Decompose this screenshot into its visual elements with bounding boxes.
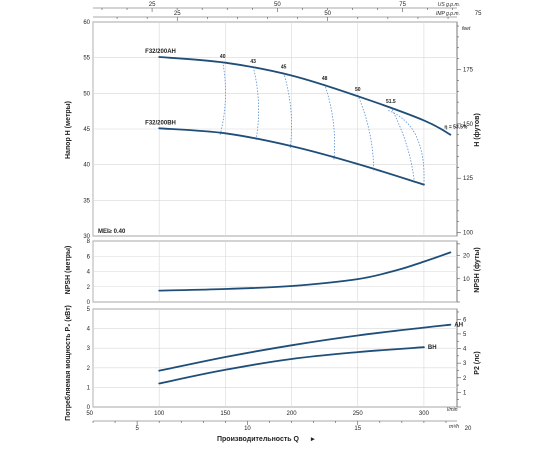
power-series-ah <box>158 323 452 372</box>
head-ytick-label: 55 <box>83 56 90 62</box>
us-gpm-unit: US g.p.m. <box>438 2 460 8</box>
m3h-tick-label: 15 <box>354 426 361 432</box>
efficiency-line <box>252 66 259 142</box>
power-ytick-label: 4 <box>87 327 91 333</box>
head-ytick-label: 35 <box>83 198 90 204</box>
x-tick-label: 150 <box>220 411 231 417</box>
head-ytick-label: 40 <box>83 163 90 169</box>
lmin-unit: l/min <box>447 407 458 413</box>
head-ytick-label: 60 <box>83 20 90 26</box>
feet-tick-label: 150 <box>463 122 474 128</box>
npsh-series-npsh <box>158 251 452 292</box>
npsh-feet-tick-label: 20 <box>463 254 470 260</box>
head-ylabel-right: H (футов) <box>474 113 481 147</box>
hp-tick-label: 5 <box>463 332 467 338</box>
m3h-tick-label: 20 <box>465 426 472 432</box>
x-tick-label: 200 <box>287 411 298 417</box>
efficiency-line <box>390 106 415 184</box>
power-ytick-label: 1 <box>87 385 91 391</box>
us-gpm-tick-label: 75 <box>399 2 406 8</box>
npsh-ytick-label: 8 <box>87 239 91 245</box>
npsh-ytick-label: 0 <box>87 300 91 306</box>
hp-tick-label: 1 <box>463 390 467 396</box>
power-ylabel-right: P2 (лс) <box>474 351 481 374</box>
efficiency-line <box>324 83 336 160</box>
efficiency-label: 51.5 <box>386 99 396 105</box>
hp-tick-label: 4 <box>463 347 467 353</box>
feet-unit: feet <box>462 26 471 32</box>
curve-series <box>158 56 452 385</box>
x-tick-label: 50 <box>86 411 93 417</box>
x-axis-arrow-icon: ▸ <box>310 436 315 443</box>
power-panel-frame <box>92 308 458 408</box>
npsh-ytick-label: 4 <box>87 270 91 276</box>
head-ytick-label: 45 <box>83 127 90 133</box>
imp-gpm-tick-label: 25 <box>174 11 181 17</box>
head-ytick-label: 30 <box>83 234 90 240</box>
hp-tick-label: 2 <box>463 376 467 382</box>
power-ytick-label: 5 <box>87 307 91 313</box>
efficiency-line-peak <box>388 110 425 185</box>
efficiency-label: 43 <box>250 59 256 65</box>
series-label-ah: F32/200AH <box>145 49 176 55</box>
npsh-ylabel: NPSH (метры) <box>65 246 72 295</box>
feet-tick-label: 175 <box>463 68 474 74</box>
npsh-feet-tick-label: 10 <box>463 277 470 283</box>
efficiency-label: 45 <box>281 65 287 71</box>
series-label-bh: F32/200BH <box>145 120 176 126</box>
hp-tick-label: 3 <box>463 361 467 367</box>
x-tick-label: 250 <box>353 411 364 417</box>
head-ytick-label: 50 <box>83 91 90 97</box>
x-tick-label: 100 <box>154 411 165 417</box>
head-ylabel: Напор H (метры) <box>65 101 72 159</box>
efficiency-label: 48 <box>322 76 328 82</box>
npsh-ytick-label: 6 <box>87 254 91 260</box>
imp-gpm-tick-label: 50 <box>324 11 331 17</box>
x-tick-label: 300 <box>419 411 430 417</box>
efficiency-lines <box>219 61 425 185</box>
head-series-f32-200ah <box>158 56 452 136</box>
imp-gpm-unit: IMP g.p.m. <box>436 11 460 17</box>
x-axis-title: Производительность Q <box>217 436 300 443</box>
efficiency-line <box>357 94 375 172</box>
power-ytick-label: 0 <box>87 405 91 411</box>
m3h-tick-label: 5 <box>135 426 139 432</box>
efficiency-label-peak: η = 53.5% <box>444 125 467 131</box>
power-ytick-label: 2 <box>87 366 91 372</box>
m3h-unit: m³/h <box>449 424 459 430</box>
power-series-label-bh: BH <box>428 345 437 351</box>
us-gpm-tick-label: 25 <box>149 2 156 8</box>
head-series-f32-200bh <box>158 127 425 186</box>
grid-lines <box>92 7 461 425</box>
power-ylabel: Потребляемая мощность P₂ (кВт) <box>64 305 72 421</box>
feet-tick-label: 125 <box>463 176 474 182</box>
m3h-tick-label: 10 <box>244 426 251 432</box>
imp-gpm-tick-label: 75 <box>475 11 482 17</box>
hp-tick-label: 6 <box>463 317 467 323</box>
feet-tick-label: 100 <box>463 231 474 237</box>
power-series-bh <box>158 346 425 385</box>
us-gpm-tick-label: 50 <box>274 2 281 8</box>
mei-annotation: MEI≥ 0.40 <box>98 229 126 235</box>
efficiency-label: 50 <box>355 87 361 93</box>
npsh-ytick-label: 2 <box>87 285 91 291</box>
power-series-label-ah: AH <box>454 323 463 329</box>
efficiency-label: 40 <box>220 54 226 60</box>
efficiency-line <box>283 72 292 149</box>
efficiency-line <box>219 61 226 136</box>
chart-labels: 3035404550556010012515017502468102001234… <box>83 2 482 432</box>
power-ytick-label: 3 <box>87 346 91 352</box>
npsh-ylabel-right: NPSH (футы) <box>474 247 481 292</box>
